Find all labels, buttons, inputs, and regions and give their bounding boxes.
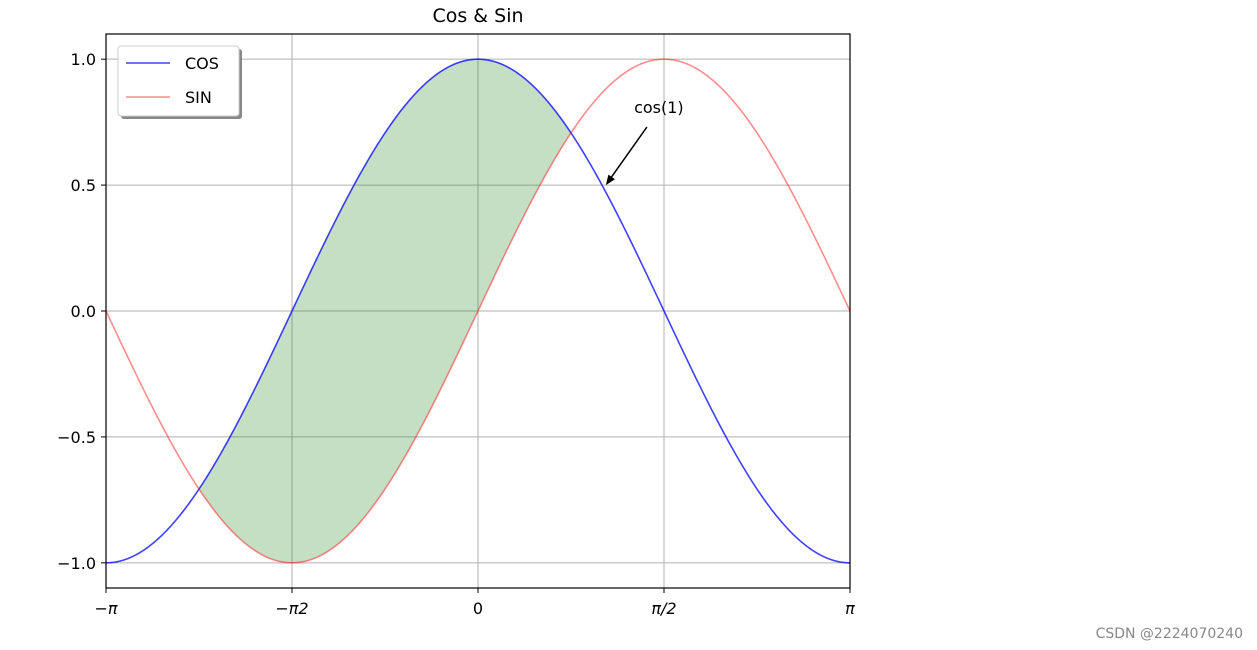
watermark: CSDN @2224070240	[1095, 626, 1243, 642]
x-tick-label: π/2	[651, 599, 676, 618]
annotation-arrow-head	[605, 174, 615, 186]
y-tick-label: −0.5	[57, 428, 96, 447]
y-tick-label: −1.0	[57, 554, 96, 573]
fill-between-area	[199, 59, 571, 563]
x-tick-label: π	[845, 599, 855, 618]
series-line-cos	[105, 58, 851, 564]
series-line-sin	[105, 58, 851, 564]
y-tick-label: 1.0	[71, 50, 96, 69]
legend-label-sin: SIN	[185, 88, 212, 107]
y-tick-label: 0.0	[71, 302, 96, 321]
annotation-label: cos(1)	[634, 98, 684, 117]
y-tick-label: 0.5	[71, 176, 96, 195]
annotation-arrow-line	[607, 126, 648, 183]
x-tick-label: 0	[473, 599, 483, 618]
annotation: cos(1)	[605, 98, 684, 186]
chart-title: Cos & Sin	[432, 5, 523, 27]
legend-box	[117, 45, 240, 117]
axis-ticks: −π −π2 0 π/2 π −1.0 −0.5 0.0 0.5 1.0	[57, 50, 855, 618]
x-tick-label: −π2	[275, 599, 308, 618]
legend-label-cos: COS	[185, 54, 219, 73]
series-layer	[105, 58, 851, 564]
legend: COS SIN	[117, 45, 242, 119]
x-tick-label: −π	[94, 599, 117, 618]
